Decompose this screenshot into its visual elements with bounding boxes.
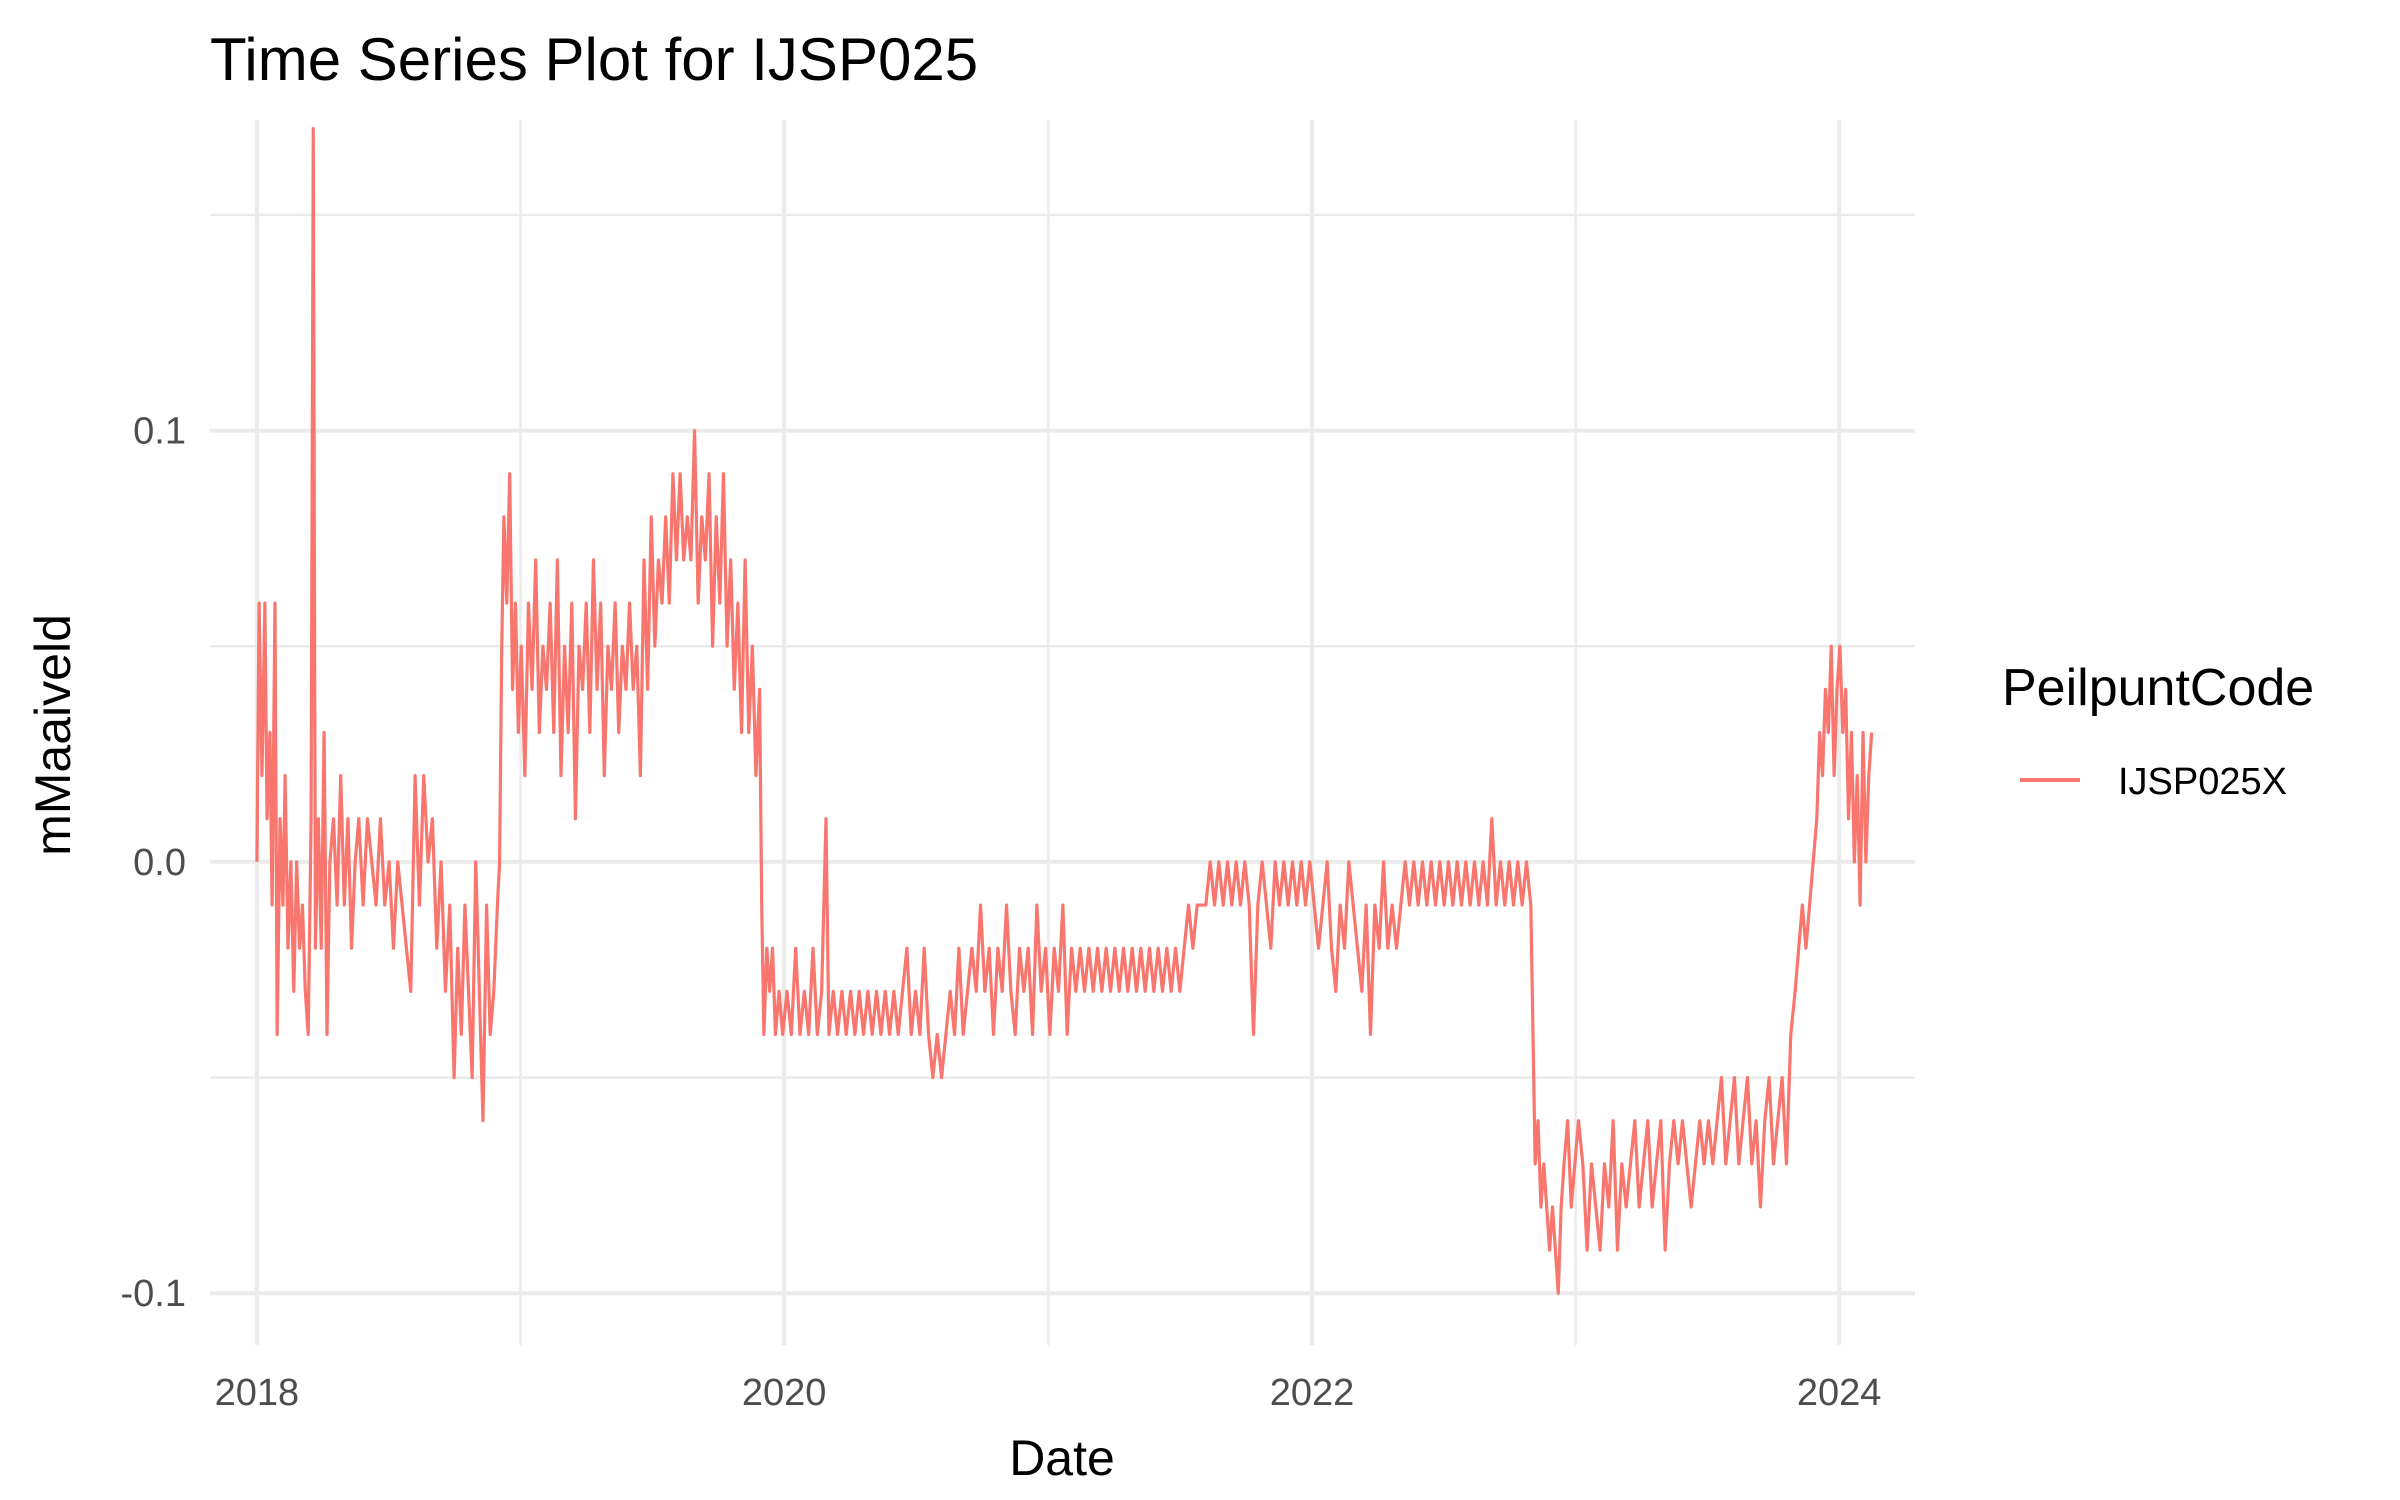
major-gridlines xyxy=(210,120,1915,1345)
y-axis-title: mMaaiveld xyxy=(25,614,81,856)
legend-title: PeilpuntCode xyxy=(2002,659,2314,717)
x-tick-label: 2024 xyxy=(1797,1372,1882,1414)
x-tick-label: 2018 xyxy=(215,1372,300,1414)
x-tick-label: 2022 xyxy=(1270,1372,1355,1414)
legend: PeilpuntCode IJSP025X xyxy=(2002,659,2314,803)
y-tick-label: 0.1 xyxy=(133,411,186,453)
minor-gridlines xyxy=(210,120,1915,1345)
x-axis-title: Date xyxy=(1009,1430,1115,1486)
x-tick-label: 2020 xyxy=(742,1372,827,1414)
series-line-ijsp025x xyxy=(255,127,1874,1295)
y-tick-label: 0.0 xyxy=(133,842,186,884)
series-layer xyxy=(255,127,1874,1295)
y-tick-label: -0.1 xyxy=(121,1273,186,1315)
y-axis-ticks: -0.1 0.0 0.1 xyxy=(121,411,186,1316)
x-axis-ticks: 2018 2020 2022 2024 xyxy=(215,1372,1882,1414)
legend-label-ijsp025x: IJSP025X xyxy=(2118,761,2287,803)
chart-title: Time Series Plot for IJSP025 xyxy=(210,26,978,93)
